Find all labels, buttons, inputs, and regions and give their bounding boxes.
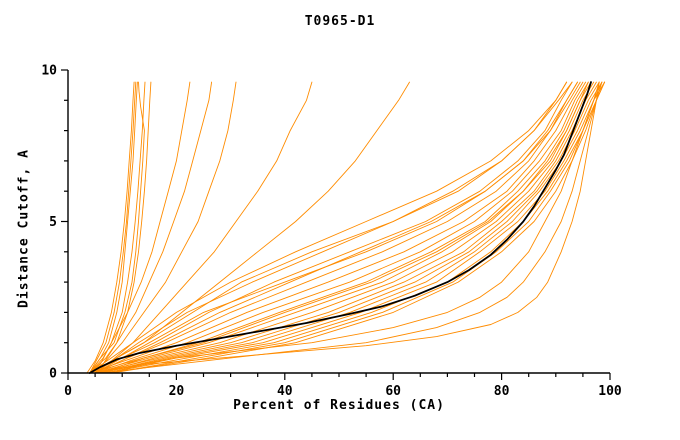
series-line-model-02 bbox=[89, 81, 137, 374]
series-line-model-30 bbox=[94, 81, 600, 374]
series-line-model-34 bbox=[100, 81, 589, 374]
x-tick-label: 20 bbox=[169, 384, 185, 399]
series-line-model-04 bbox=[89, 81, 146, 374]
series-line-model-13 bbox=[89, 81, 573, 374]
series-line-model-33 bbox=[94, 81, 581, 374]
series-line-model-23 bbox=[105, 81, 606, 374]
series-line-model-03 bbox=[89, 81, 138, 374]
y-tick-label: 5 bbox=[49, 215, 57, 230]
series-line-model-27 bbox=[89, 81, 568, 374]
series-line-model-32 bbox=[94, 81, 600, 374]
series-line-model-31 bbox=[100, 81, 603, 374]
series-line-model-28 bbox=[89, 81, 573, 374]
series-line-model-17 bbox=[89, 81, 589, 374]
series-line-model-08 bbox=[89, 81, 213, 374]
x-tick-label: 100 bbox=[598, 384, 622, 399]
series-line-model-20 bbox=[94, 81, 597, 374]
series-line-model-15 bbox=[89, 81, 584, 374]
series-line-model-07 bbox=[89, 81, 191, 374]
series-line-model-22 bbox=[100, 81, 603, 374]
series-line-model-06 bbox=[89, 81, 145, 374]
series-line-model-10 bbox=[94, 81, 313, 374]
series-line-model-29 bbox=[94, 81, 578, 374]
x-tick-label: 80 bbox=[494, 384, 510, 399]
y-tick-label: 10 bbox=[41, 64, 57, 79]
series-line-model-16 bbox=[94, 81, 587, 374]
y-tick-label: 0 bbox=[49, 367, 57, 382]
series-line-model-26 bbox=[110, 81, 606, 374]
series-line-model-01 bbox=[86, 81, 135, 374]
chart-title: T0965-D1 bbox=[304, 14, 376, 29]
series-line-highlighted-model bbox=[88, 81, 592, 374]
x-axis-label: Percent of Residues (CA) bbox=[233, 398, 445, 413]
x-tick-label: 40 bbox=[277, 384, 293, 399]
series-line-model-09 bbox=[94, 81, 237, 374]
x-tick-label: 0 bbox=[64, 384, 72, 399]
x-tick-label: 60 bbox=[385, 384, 401, 399]
series-line-model-05 bbox=[89, 81, 152, 374]
series-line-model-21 bbox=[100, 81, 600, 374]
series-line-model-19 bbox=[100, 81, 595, 374]
